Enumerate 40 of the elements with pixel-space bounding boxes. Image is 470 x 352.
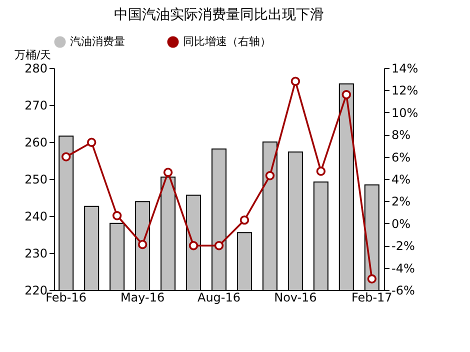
- y2-tick-label: 0%: [392, 216, 411, 231]
- y2-tick-label: -2%: [392, 239, 415, 254]
- point: [290, 76, 300, 86]
- legend-label: 汽油消费量: [70, 35, 125, 48]
- point: [240, 215, 250, 225]
- y2-tick-label: 4%: [392, 172, 411, 186]
- point: [86, 138, 96, 147]
- point: [214, 241, 224, 250]
- chart-title: 中国汽油实际消费量同比出现下滑: [114, 7, 324, 23]
- y2-tick-label: 14%: [392, 62, 418, 76]
- y2-tick-label: -4%: [392, 261, 415, 276]
- point: [163, 168, 173, 177]
- point: [265, 171, 275, 180]
- point: [188, 241, 198, 250]
- y2-tick-label: 10%: [392, 106, 418, 120]
- y-tick-label: 240: [24, 210, 48, 224]
- y2-tick-label: 2%: [392, 194, 411, 209]
- point: [138, 240, 148, 250]
- point: [316, 166, 326, 176]
- point: [61, 152, 71, 162]
- point: [112, 211, 122, 220]
- y-tick-label: 270: [24, 98, 48, 112]
- x-tick-label: Feb-16: [46, 290, 87, 304]
- y-tick-label: 220: [24, 284, 48, 298]
- y-tick-label: 280: [24, 62, 48, 76]
- point: [342, 90, 352, 100]
- y2-tick-label: 6%: [392, 150, 411, 164]
- y-axis-title: 万桶/天: [14, 48, 52, 62]
- y-tick-label: 260: [24, 136, 48, 150]
- x-tick-label: Aug-16: [197, 290, 241, 304]
- y2-tick-label: 12%: [392, 84, 418, 98]
- point: [367, 274, 377, 284]
- y-tick-label: 250: [24, 172, 48, 186]
- x-tick-label: Nov-16: [274, 290, 317, 304]
- x-tick-label: May-16: [120, 290, 165, 304]
- x-tick-label: Feb-17: [351, 290, 392, 304]
- legend-label: 同比增速（右轴）: [183, 35, 271, 48]
- y2-tick-label: -6%: [392, 284, 415, 298]
- y2-tick-label: 8%: [392, 128, 411, 142]
- y-tick-label: 230: [24, 246, 48, 260]
